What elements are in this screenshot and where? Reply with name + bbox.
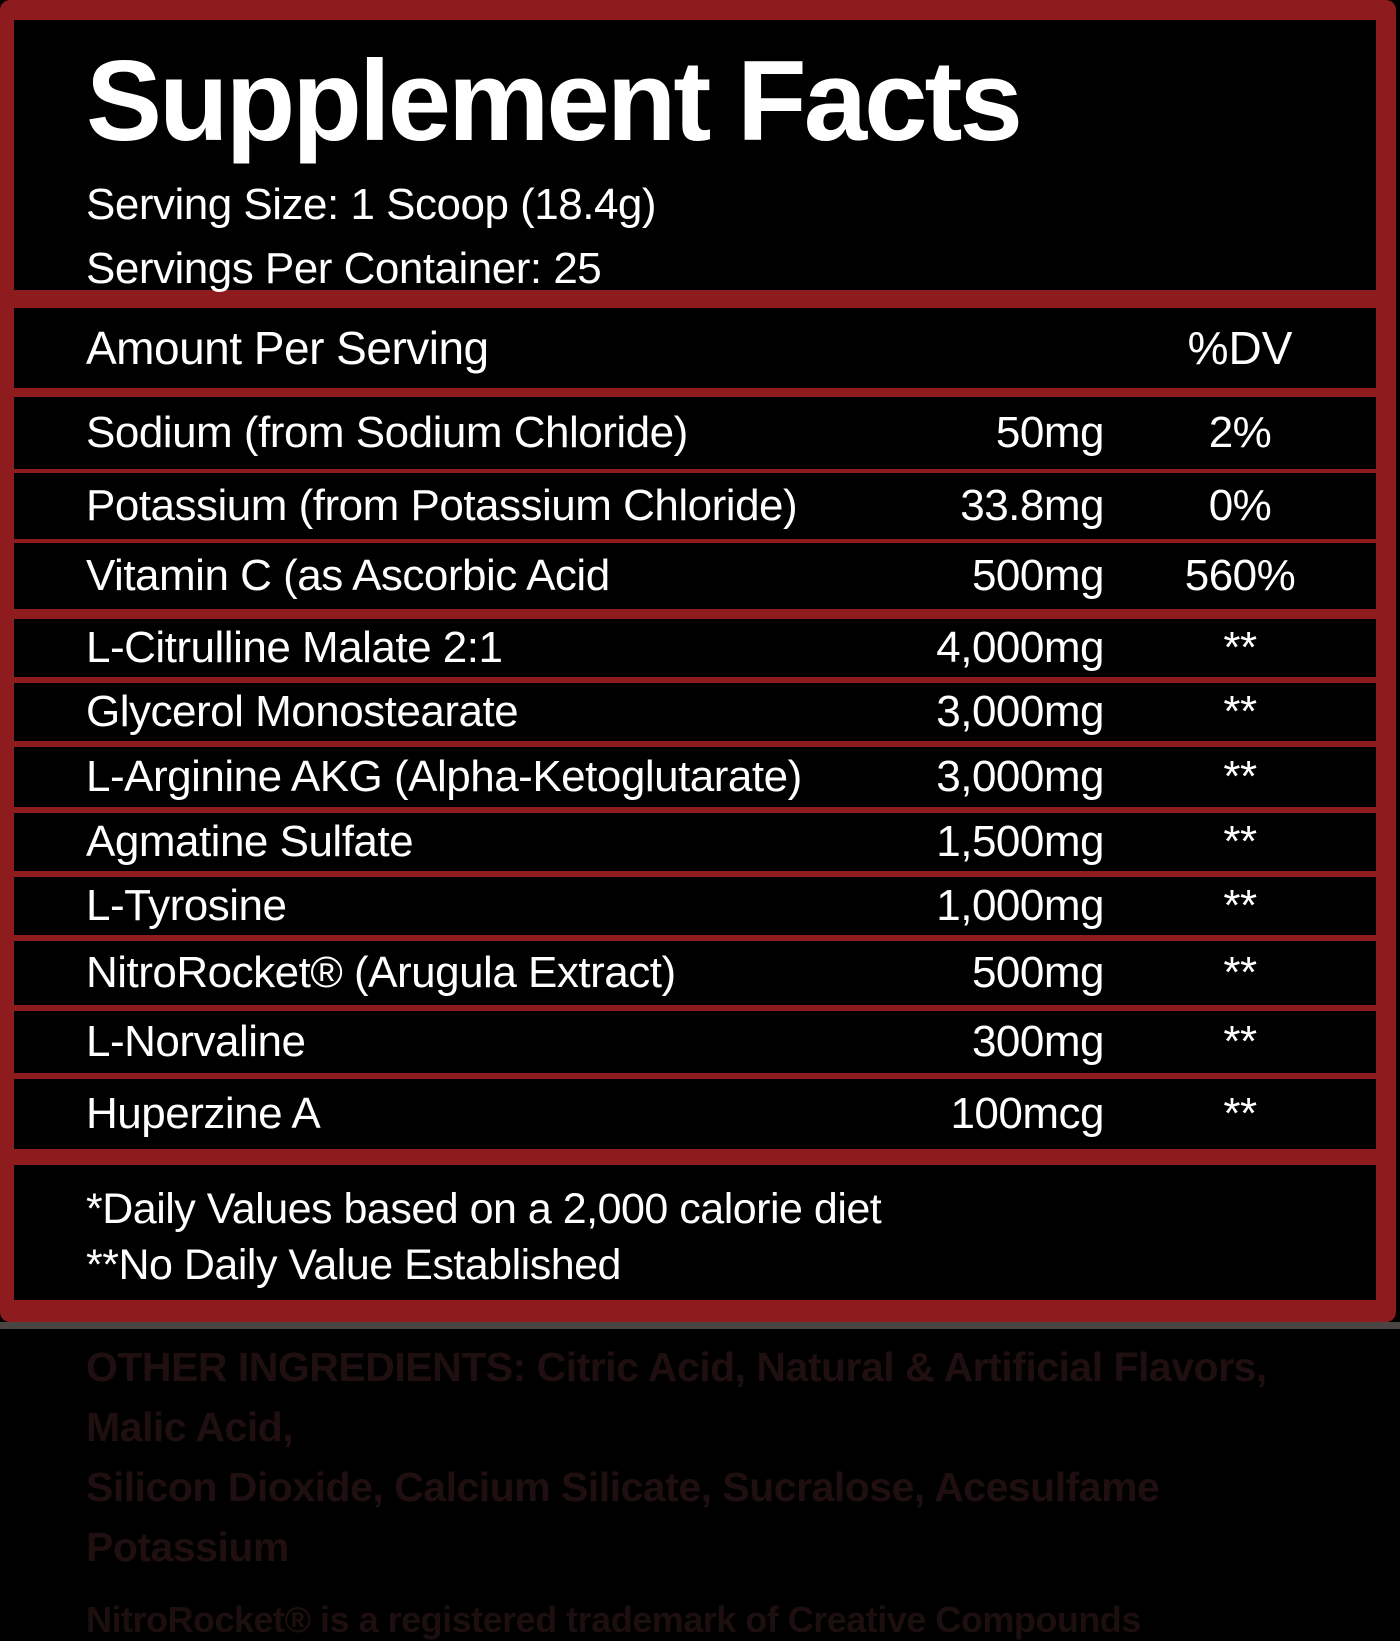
ingredient-row-nitrorocket: NitroRocket® (Arugula Extract) 500mg ** [14,941,1376,1005]
ingredient-dv: ** [1223,817,1257,866]
ingredient-name: NitroRocket® (Arugula Extract) [86,948,676,997]
ingredient-row-citrulline: L-Citrulline Malate 2:1 4,000mg ** [14,619,1376,677]
nutrient-dv: 0% [1208,481,1272,530]
dv-header: %DV [1187,322,1293,374]
ingredient-amount: 3,000mg [936,752,1104,801]
nutrient-dv: 560% [1184,551,1296,600]
ingredient-name: Huperzine A [86,1089,321,1138]
footnotes: *Daily Values based on a 2,000 calorie d… [14,1165,1376,1300]
ingredient-dv: ** [1223,1089,1257,1138]
ingredient-amount: 4,000mg [936,623,1104,672]
ingredient-name: L-Citrulline Malate 2:1 [86,623,503,672]
divider-line [0,1322,1400,1329]
ingredient-dv: ** [1223,687,1257,736]
ingredient-dv: ** [1223,948,1257,997]
ingredient-name: L-Arginine AKG (Alpha-Ketoglutarate) [86,752,802,801]
ingredient-name: Agmatine Sulfate [86,817,414,866]
nutrient-amount: 500mg [971,551,1105,600]
servings-per-container: Servings Per Container: 25 [86,244,602,294]
ingredient-amount: 100mcg [950,1089,1104,1138]
ingredient-row-huperzine: Huperzine A 100mcg ** [14,1079,1376,1149]
other-ingredients-text: OTHER INGREDIENTS: Citric Acid, Natural … [86,1337,1370,1577]
serving-size: Serving Size: 1 Scoop (18.4g) [86,180,657,230]
ingredient-amount: 300mg [971,1017,1105,1066]
nutrient-row-potassium: Potassium (from Potassium Chloride) 33.8… [14,473,1376,539]
nutrient-row-sodium: Sodium (from Sodium Chloride) 50mg 2% [14,397,1376,469]
ingredient-row-glycerol: Glycerol Monostearate 3,000mg ** [14,683,1376,741]
ingredient-row-arginine: L-Arginine AKG (Alpha-Ketoglutarate) 3,0… [14,747,1376,807]
nutrient-dv: 2% [1208,408,1272,457]
column-header-row: Amount Per Serving %DV [14,308,1376,388]
ingredient-dv: ** [1223,1017,1257,1066]
ingredient-row-agmatine: Agmatine Sulfate 1,500mg ** [14,813,1376,871]
ingredient-name: Glycerol Monostearate [86,687,519,736]
nutrient-amount: 50mg [995,408,1105,457]
nutrient-name: Vitamin C (as Ascorbic Acid [86,551,610,600]
ingredient-amount: 1,500mg [936,817,1104,866]
trademark-text: NitroRocket® is a registered trademark o… [86,1599,1141,1640]
ingredient-dv: ** [1223,881,1257,930]
nutrient-name: Sodium (from Sodium Chloride) [86,408,688,457]
ingredient-amount: 3,000mg [936,687,1104,736]
ingredient-dv: ** [1223,752,1257,801]
nutrient-row-vitamin-c: Vitamin C (as Ascorbic Acid 500mg 560% [14,543,1376,609]
nutrient-name: Potassium (from Potassium Chloride) [86,481,798,530]
ingredient-amount: 1,000mg [936,881,1104,930]
amount-per-serving-header: Amount Per Serving [86,322,489,374]
bottom-section: OTHER INGREDIENTS: Citric Acid, Natural … [0,1322,1400,1640]
ingredient-row-tyrosine: L-Tyrosine 1,000mg ** [14,877,1376,935]
ingredient-row-norvaline: L-Norvaline 300mg ** [14,1011,1376,1073]
label-header: Supplement Facts Serving Size: 1 Scoop (… [14,20,1376,293]
ingredient-name: L-Tyrosine [86,881,287,930]
other-ingredients-line-2: Silicon Dioxide, Calcium Silicate, Sucra… [86,1464,1160,1570]
nutrient-amount: 33.8mg [960,481,1104,530]
footnote-no-dv: **No Daily Value Established [86,1241,621,1289]
label-title: Supplement Facts [86,38,1023,165]
supplement-facts-label: Supplement Facts Serving Size: 1 Scoop (… [0,0,1396,1322]
ingredient-amount: 500mg [971,948,1105,997]
ingredient-dv: ** [1223,623,1257,672]
other-ingredients-line-1: OTHER INGREDIENTS: Citric Acid, Natural … [86,1344,1267,1450]
footnote-daily-values: *Daily Values based on a 2,000 calorie d… [86,1185,882,1233]
ingredient-name: L-Norvaline [86,1017,306,1066]
